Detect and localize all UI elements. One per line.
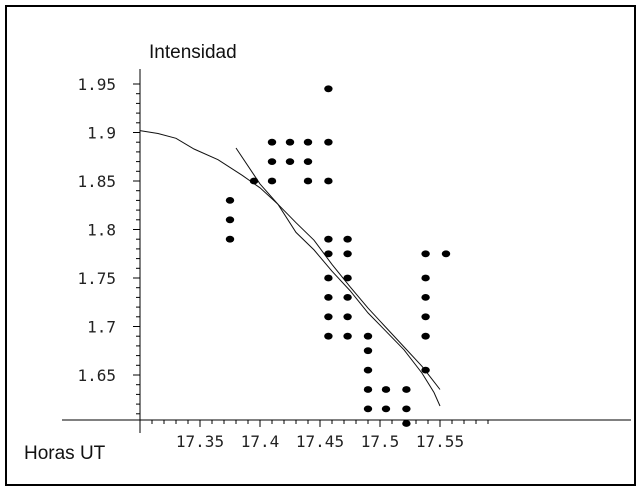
data-point [441,250,451,258]
data-point [363,366,373,374]
data-point [381,405,391,413]
data-point [225,197,235,204]
fit-curve-1 [139,130,441,390]
data-point [249,177,259,185]
data-point [225,235,235,243]
x-tick-label: 17.45 [296,432,344,451]
y-tick-label: 1.95 [77,75,116,94]
data-point [363,347,373,355]
data-point [324,294,333,301]
data-point [421,313,430,321]
y-tick-label: 1.7 [87,318,116,337]
x-tick-label: 17.5 [361,432,400,451]
data-point [381,386,391,393]
data-point [402,405,411,413]
y-axis-title: Intensidad [149,42,237,63]
data-point [324,138,333,146]
data-point [421,274,430,282]
data-point [324,274,333,282]
data-point [324,250,333,258]
data-point [343,235,352,243]
data-point [343,250,352,258]
data-point [267,138,277,146]
data-point [324,177,333,185]
data-point [343,332,352,340]
y-tick-label: 1.75 [77,269,116,288]
data-point [363,332,373,340]
data-point [363,386,373,393]
data-point [225,216,235,224]
x-tick-label: 17.55 [416,432,464,451]
y-tick-label: 1.65 [77,366,116,385]
chart-frame: 17.35 17.4 17.45 17.5 17.55 1.65 1.7 1.75 1.8 1.8… [5,5,636,486]
data-point [285,158,295,166]
y-tick-label: 1.9 [87,124,116,143]
data-point [421,332,430,340]
data-point [324,332,333,340]
data-point [343,274,352,282]
data-point [303,158,313,166]
data-point [285,138,295,146]
data-point [324,85,333,93]
y-tick-label: 1.8 [87,221,116,240]
x-tick-label: 17.4 [241,432,280,451]
data-point [402,386,411,393]
data-point [421,250,430,258]
x-tick-label: 17.35 [176,432,224,451]
data-point [267,158,277,166]
data-point [267,177,277,185]
data-point [324,313,333,321]
data-point [343,294,352,301]
data-point [402,420,411,427]
data-point [363,405,373,413]
data-point [303,138,313,146]
y-tick-label: 1.85 [77,172,116,191]
data-point [303,177,313,185]
x-axis-title: Horas UT [24,443,106,464]
data-point [324,235,333,243]
data-point [421,294,430,301]
scatter-chart: 17.35 17.4 17.45 17.5 17.55 1.65 1.7 1.75 1.8 1.8… [24,42,631,464]
data-point [421,366,430,374]
fit-curve-2 [235,147,441,407]
data-point [343,313,352,321]
